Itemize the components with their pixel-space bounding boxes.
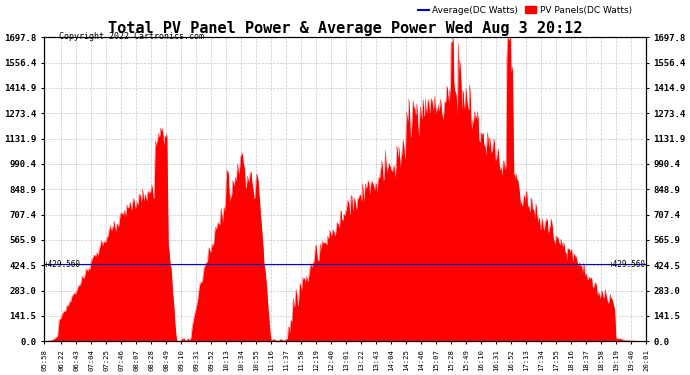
Text: +429.560: +429.560 — [44, 260, 81, 269]
Text: +429.560: +429.560 — [609, 260, 646, 269]
Title: Total PV Panel Power & Average Power Wed Aug 3 20:12: Total PV Panel Power & Average Power Wed… — [108, 21, 582, 36]
Text: Copyright 2022 Cartronics.com: Copyright 2022 Cartronics.com — [59, 32, 204, 41]
Legend: Average(DC Watts), PV Panels(DC Watts): Average(DC Watts), PV Panels(DC Watts) — [414, 2, 635, 18]
